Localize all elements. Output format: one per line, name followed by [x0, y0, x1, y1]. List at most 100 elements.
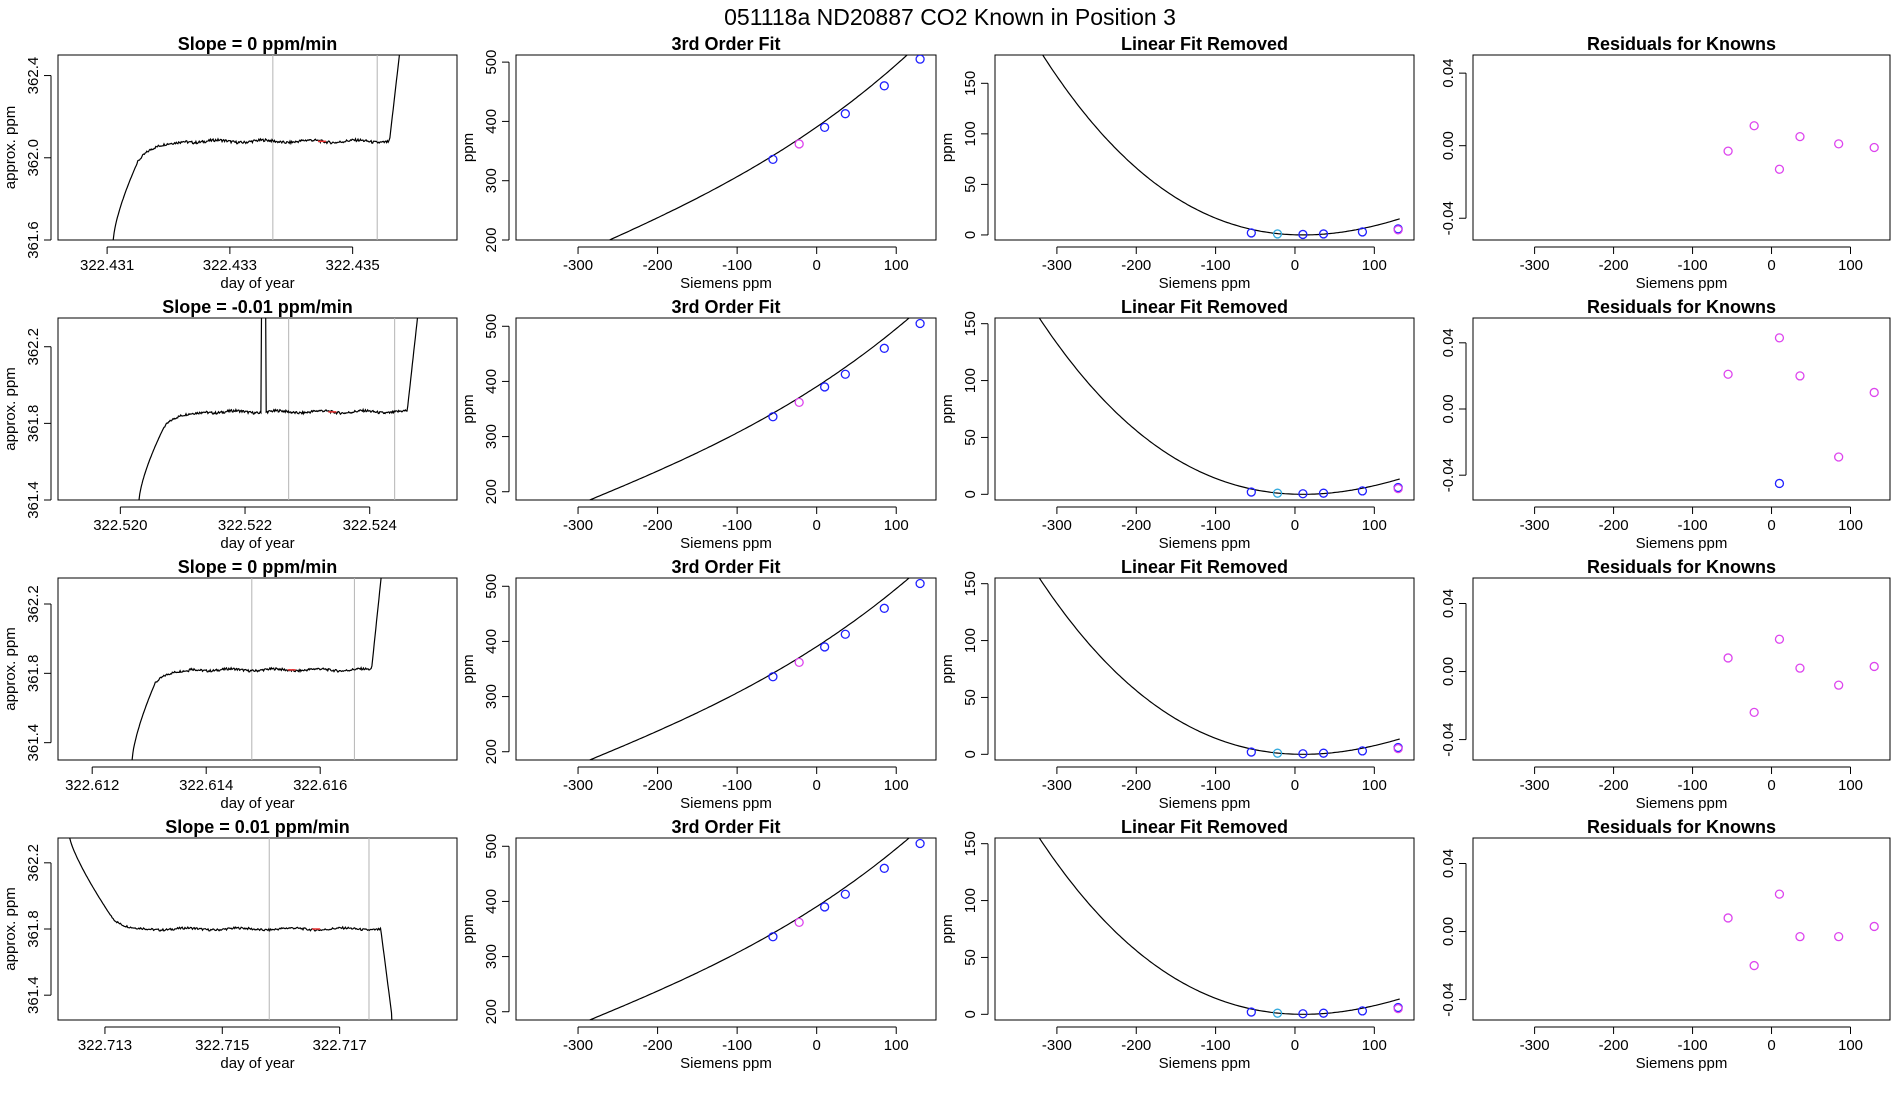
- data-point: [1834, 452, 1844, 462]
- x-tick-label: -300: [1042, 1037, 1072, 1054]
- y-tick-label: 0: [962, 490, 979, 498]
- x-tick-label: 0: [1291, 1037, 1299, 1054]
- data-point: [1774, 634, 1785, 644]
- data-point: [1834, 680, 1844, 690]
- x-axis-label: Siemens ppm: [1159, 1055, 1251, 1072]
- x-tick-label: -300: [1520, 257, 1550, 274]
- y-tick-label: 300: [483, 424, 500, 449]
- y-tick-label: 0.00: [1440, 657, 1457, 686]
- data-point: [1795, 371, 1805, 381]
- x-tick-label: -300: [563, 257, 593, 274]
- y-tick-label: 361.4: [25, 724, 42, 762]
- y-tick-label: 150: [962, 71, 979, 96]
- panel-r1-c3: Residuals for Knowns -300 -200 -100 0 100 Siem…: [1440, 297, 1891, 552]
- data-point: [794, 657, 804, 668]
- panel-title: Slope = 0 ppm/min: [178, 34, 338, 54]
- trace-line: [112, 55, 400, 240]
- figure-title: 051118a ND20887 CO2 Known in Position 3: [724, 4, 1176, 30]
- panel-title: 3rd Order Fit: [671, 557, 780, 577]
- panel-r2-c0: Slope = 0 ppm/min 322.612 322.614 322.616da…: [2, 557, 458, 812]
- y-axis-label: ppm: [460, 394, 477, 423]
- data-point: [1357, 486, 1368, 496]
- data-point: [768, 412, 778, 422]
- x-tick-label: 322.713: [78, 1037, 132, 1054]
- panel-title: Slope = -0.01 ppm/min: [162, 297, 353, 317]
- y-axis-label: approx. ppm: [2, 887, 19, 970]
- plot-area: [588, 578, 925, 760]
- fit-curve: [608, 55, 909, 240]
- linear-removed-curve: [1042, 55, 1400, 236]
- x-tick-label: 100: [1362, 257, 1387, 274]
- y-tick-label: 0.00: [1440, 394, 1457, 423]
- y-tick-label: 500: [483, 314, 500, 339]
- plot-frame: [57, 54, 458, 241]
- plot-area: [112, 55, 400, 240]
- panel-r1-c1: 3rd Order Fit -300 -200 -100 0 100 Siemens ppm…: [460, 297, 937, 552]
- data-point: [819, 902, 830, 912]
- x-tick-label: 322.612: [65, 777, 119, 794]
- x-tick-label: 322.435: [326, 257, 380, 274]
- y-tick-label: 500: [483, 574, 500, 599]
- plot-area: [588, 318, 925, 500]
- x-tick-label: -100: [1201, 1037, 1231, 1054]
- plot-frame: [515, 837, 937, 1021]
- panel-r3-c3: Residuals for Knowns -300 -200 -100 0 100 Siem…: [1440, 817, 1891, 1072]
- plot-area: [131, 578, 382, 760]
- x-tick-label: -100: [1201, 517, 1231, 534]
- data-point: [1318, 229, 1329, 239]
- plot-frame: [57, 317, 458, 501]
- x-axis-label: Siemens ppm: [1636, 795, 1728, 812]
- panel-title: Residuals for Knowns: [1587, 34, 1776, 54]
- x-tick-label: 100: [1838, 1037, 1863, 1054]
- y-tick-label: 0.04: [1440, 589, 1457, 618]
- y-tick-label: 400: [483, 109, 500, 134]
- data-point: [768, 672, 778, 682]
- y-tick-label: 0: [962, 750, 979, 758]
- plot-frame: [994, 837, 1415, 1021]
- x-tick-label: 0: [813, 517, 821, 534]
- plot-area: [1723, 121, 1879, 174]
- x-axis-label: Siemens ppm: [1636, 275, 1728, 292]
- x-tick-label: 322.524: [343, 517, 397, 534]
- panel-r0-c0: Slope = 0 ppm/min 322.431 322.433 322.435 da…: [2, 34, 458, 292]
- y-axis-label: ppm: [460, 133, 477, 162]
- plot-frame: [1472, 837, 1891, 1021]
- panel-title: 3rd Order Fit: [671, 297, 780, 317]
- x-tick-label: -100: [1678, 257, 1708, 274]
- y-tick-label: -0.04: [1440, 722, 1457, 756]
- data-point: [1393, 483, 1403, 494]
- x-tick-label: 0: [813, 1037, 821, 1054]
- plot-frame: [1472, 317, 1891, 501]
- x-tick-label: 322.717: [313, 1037, 367, 1054]
- y-axis-label: approx. ppm: [2, 367, 19, 450]
- data-point: [1318, 488, 1329, 498]
- panel-r1-c2: Linear Fit Removed -300 -200 -100 0 100 Siemen…: [939, 297, 1415, 552]
- x-tick-label: 322.520: [93, 517, 147, 534]
- x-tick-label: 322.614: [179, 777, 233, 794]
- x-tick-label: -300: [563, 1037, 593, 1054]
- fit-curve: [588, 838, 911, 1020]
- y-tick-label: 361.4: [25, 976, 42, 1014]
- x-tick-label: 0: [813, 777, 821, 794]
- x-axis-label: day of year: [220, 275, 294, 292]
- x-tick-label: -200: [1599, 257, 1629, 274]
- y-axis-label: ppm: [939, 914, 956, 943]
- y-tick-label: 400: [483, 369, 500, 394]
- data-point: [915, 318, 925, 329]
- x-tick-label: 322.433: [203, 257, 257, 274]
- plot-frame: [515, 54, 937, 241]
- data-point: [1774, 478, 1785, 489]
- data-point: [879, 81, 889, 91]
- y-tick-label: 300: [483, 684, 500, 709]
- data-point: [1272, 1008, 1283, 1018]
- y-axis-label: ppm: [939, 133, 956, 162]
- data-point: [1795, 663, 1805, 673]
- y-tick-label: 0.04: [1440, 849, 1457, 878]
- y-axis-label: ppm: [939, 394, 956, 423]
- panel-r2-c2: Linear Fit Removed -300 -200 -100 0 100 Siemen…: [939, 557, 1415, 812]
- x-tick-label: -200: [1599, 777, 1629, 794]
- y-tick-label: 100: [962, 628, 979, 653]
- data-point: [1795, 131, 1805, 142]
- plot-area: [69, 838, 393, 1020]
- panel-title: Linear Fit Removed: [1121, 34, 1288, 54]
